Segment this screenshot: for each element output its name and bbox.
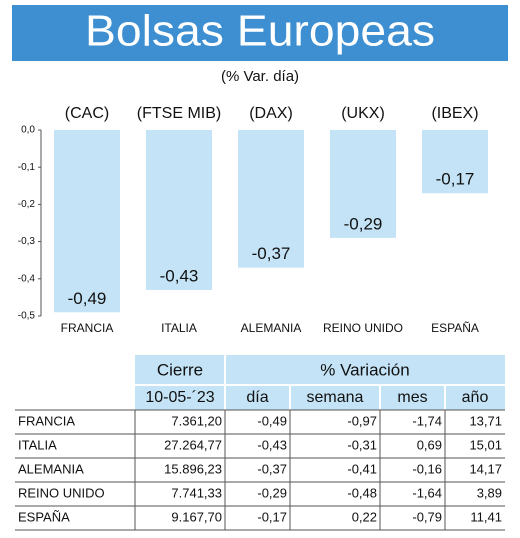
value-label: -0,29 (344, 214, 383, 233)
cell: 13,71 (469, 413, 502, 428)
y-tick-label: -0,1 (18, 162, 36, 173)
column-header: año (462, 389, 489, 406)
y-tick-label: -0,3 (18, 236, 36, 247)
cell: 7.361,20 (171, 413, 222, 428)
y-tick-label: -0,2 (18, 199, 36, 210)
cell: -0,41 (347, 461, 377, 476)
subtitle: (% Var. día) (221, 68, 299, 85)
column-header: día (246, 389, 268, 406)
cell: 9.167,70 (171, 509, 222, 524)
y-tick-label: -0,5 (18, 311, 36, 322)
y-tick-label: 0,0 (21, 125, 35, 136)
bar (238, 130, 304, 268)
cell: 7.741,33 (171, 485, 222, 500)
row-label: REINO UNIDO (18, 485, 105, 500)
cell: 15,01 (469, 437, 502, 452)
row-label: ESPAÑA (18, 509, 70, 524)
cell: 11,41 (470, 509, 502, 524)
cell: 0,69 (417, 437, 442, 452)
y-tick-label: -0,4 (18, 273, 36, 284)
cell: -0,37 (257, 461, 287, 476)
value-label: -0,49 (68, 289, 107, 308)
x-tick-label: ITALIA (161, 321, 197, 335)
index-label: (DAX) (249, 105, 293, 122)
bar (422, 130, 488, 194)
x-tick-label: REINO UNIDO (323, 321, 403, 335)
column-header: mes (397, 389, 427, 406)
value-label: -0,17 (436, 170, 475, 189)
group-header: % Variación (320, 360, 409, 379)
index-label: (CAC) (65, 105, 109, 122)
cell: -1,74 (412, 413, 442, 428)
x-tick-label: FRANCIA (61, 321, 114, 335)
value-label: -0,37 (252, 244, 291, 263)
cell: 27.264,77 (164, 437, 222, 452)
cell: -0,17 (257, 509, 287, 524)
row-label: FRANCIA (18, 413, 75, 428)
row-label: ITALIA (18, 437, 57, 452)
cell: 0,22 (352, 509, 377, 524)
value-label: -0,43 (160, 266, 199, 285)
cell: -0,79 (412, 509, 442, 524)
cell: -0,48 (347, 485, 377, 500)
index-label: (FTSE MIB) (137, 105, 221, 122)
cell: 3,89 (477, 485, 502, 500)
title: Bolsas Europeas (85, 7, 435, 56)
x-tick-label: ALEMANIA (241, 321, 302, 335)
header-blank (15, 355, 135, 410)
cell: -0,97 (347, 413, 377, 428)
row-label: ALEMANIA (18, 461, 84, 476)
cell: -0,49 (257, 413, 287, 428)
x-tick-label: ESPAÑA (431, 321, 479, 335)
index-label: (UKX) (341, 105, 385, 122)
cell: -0,29 (257, 485, 287, 500)
group-header: Cierre (157, 360, 203, 379)
column-header: 10-05-´23 (145, 389, 214, 406)
cell: -1,64 (412, 485, 442, 500)
cell: -0,31 (347, 437, 377, 452)
bar (330, 130, 396, 238)
cell: 15.896,23 (164, 461, 222, 476)
title-banner (12, 5, 508, 61)
bar (146, 130, 212, 290)
bar (54, 130, 120, 313)
cell: 14,17 (469, 461, 502, 476)
cell: -0,16 (412, 461, 442, 476)
index-label: (IBEX) (431, 105, 478, 122)
column-header: semana (307, 389, 364, 406)
cell: -0,43 (257, 437, 287, 452)
